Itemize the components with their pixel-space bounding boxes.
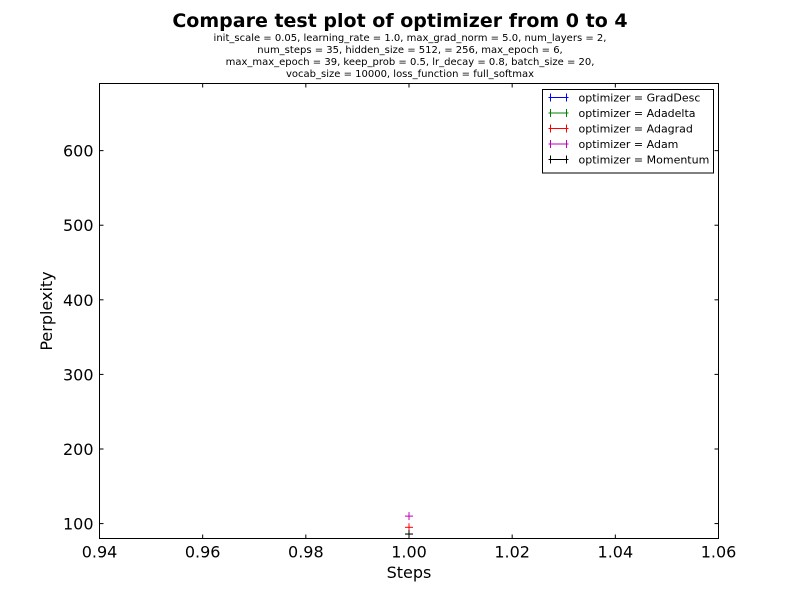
series-3 [405,512,413,521]
legend-item: optimizer = Adadelta [548,107,696,120]
legend-label: optimizer = Momentum [579,154,710,167]
legend-marker [550,155,567,164]
x-axis-label: Steps [387,563,432,582]
y-tick-label: 600 [63,142,94,161]
x-tick-label: 0.96 [185,543,221,562]
y-axis-label: Perplexity [37,271,56,350]
chart-subtitle-line-2: num_steps = 35, hidden_size = 512, = 256… [257,45,562,56]
y-tick-label: 400 [63,291,94,310]
chart-title: Compare test plot of optimizer from 0 to… [172,10,627,32]
x-tick-label: 0.98 [288,543,324,562]
y-tick-label: 500 [63,216,94,235]
plot-frame [99,83,719,539]
series-4 [405,530,413,539]
legend-marker [550,93,567,102]
legend-marker [550,140,567,148]
series-2 [405,523,413,532]
legend-label: optimizer = Adam [579,138,679,151]
legend-marker [550,109,567,117]
x-tick-label: 1.00 [391,543,427,562]
x-tick-label: 1.06 [701,543,737,562]
legend-item: optimizer = Adam [548,138,679,151]
x-tick-label: 0.94 [82,543,118,562]
legend-label: optimizer = GradDesc [579,92,701,105]
data-point [405,512,413,521]
x-tick-label: 1.04 [598,543,634,562]
legend-item: optimizer = Momentum [548,154,710,167]
y-tick-label: 100 [63,515,94,534]
y-tick-label: 300 [63,365,94,384]
y-tick-label: 200 [63,440,94,459]
data-point [405,523,413,532]
x-tick-label: 1.02 [494,543,530,562]
chart-subtitle-line-1: init_scale = 0.05, learning_rate = 1.0, … [214,33,607,44]
legend-item: optimizer = GradDesc [548,92,701,105]
legend: optimizer = GradDesc optimizer = Adadelta… [542,89,714,174]
legend-frame [542,89,714,174]
data-point [405,530,413,539]
legend-marker [550,124,567,133]
legend-label: optimizer = Adadelta [579,107,696,120]
legend-label: optimizer = Adagrad [579,123,693,136]
chart-subtitle-line-3: max_max_epoch = 39, keep_prob = 0.5, lr_… [226,57,595,68]
legend-item: optimizer = Adagrad [548,123,693,136]
chart-subtitle-line-4: vocab_size = 10000, loss_function = full… [286,69,534,80]
